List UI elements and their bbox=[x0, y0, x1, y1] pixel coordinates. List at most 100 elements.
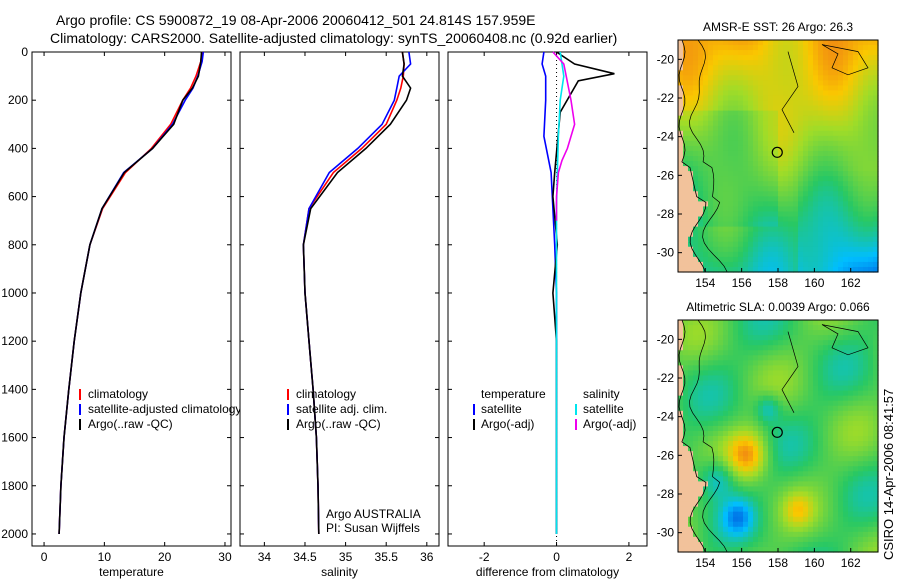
map-cell bbox=[753, 40, 759, 46]
map-cell bbox=[768, 546, 774, 553]
map-cell bbox=[743, 395, 749, 402]
map-cell bbox=[808, 360, 814, 366]
map-cell bbox=[838, 360, 844, 366]
legend-label: satellite-adjusted climatology bbox=[88, 402, 241, 416]
map-cell bbox=[713, 110, 719, 117]
map-cell bbox=[813, 166, 819, 172]
map-cell bbox=[823, 486, 829, 493]
map-cell bbox=[703, 105, 709, 112]
map-cell bbox=[858, 90, 864, 97]
map-cell bbox=[688, 206, 694, 213]
map-cell bbox=[703, 145, 709, 152]
map-cell bbox=[688, 161, 694, 167]
map-cell bbox=[828, 511, 834, 518]
map-cell bbox=[778, 400, 784, 407]
map-cell bbox=[843, 441, 849, 447]
map-cell bbox=[773, 266, 779, 273]
map-cell bbox=[718, 531, 724, 538]
map-cell bbox=[803, 221, 809, 228]
map-cell bbox=[728, 140, 734, 147]
map-cell bbox=[813, 85, 819, 92]
map-cell bbox=[733, 405, 739, 412]
map-cell bbox=[873, 436, 879, 442]
map-cell bbox=[828, 191, 834, 197]
map-cell bbox=[843, 420, 849, 427]
map-cell bbox=[748, 236, 754, 243]
map-cell bbox=[678, 156, 684, 162]
map-cell bbox=[708, 536, 714, 543]
map-cell bbox=[863, 335, 869, 341]
map-cell bbox=[753, 355, 759, 361]
map-cell bbox=[683, 201, 689, 208]
map-cell bbox=[683, 375, 689, 382]
map-cell bbox=[793, 531, 799, 538]
map-cell bbox=[748, 186, 754, 192]
map-cell bbox=[728, 221, 734, 228]
map-cell bbox=[823, 451, 829, 457]
map-cell bbox=[833, 546, 839, 553]
map-cell bbox=[818, 211, 824, 218]
map-cell bbox=[683, 115, 689, 122]
map-cell bbox=[808, 325, 814, 331]
map-cell bbox=[758, 176, 764, 182]
map-cell bbox=[748, 425, 754, 432]
map-cell bbox=[708, 226, 714, 233]
map-cell bbox=[853, 55, 859, 61]
map-cell bbox=[848, 370, 854, 377]
temperature-axes-box bbox=[31, 51, 232, 547]
map-cell bbox=[778, 65, 784, 71]
map-cell bbox=[868, 105, 874, 112]
map-cell bbox=[773, 350, 779, 356]
map-cell bbox=[818, 436, 824, 442]
map-cell bbox=[853, 75, 859, 81]
map-cell bbox=[783, 171, 789, 177]
map-cell bbox=[703, 125, 709, 132]
map-cell bbox=[848, 161, 854, 167]
map-cell bbox=[813, 181, 819, 187]
map-cell bbox=[853, 171, 859, 177]
map-cell bbox=[793, 441, 799, 447]
map-cell bbox=[778, 176, 784, 182]
map-cell bbox=[788, 456, 794, 462]
map-cell bbox=[743, 236, 749, 243]
map-cell bbox=[728, 350, 734, 356]
map-cell bbox=[778, 420, 784, 427]
map-cell bbox=[848, 45, 854, 51]
map-cell bbox=[858, 330, 864, 336]
map-cell bbox=[683, 75, 689, 81]
map-cell bbox=[858, 491, 864, 498]
map-cell bbox=[818, 140, 824, 147]
map-cell bbox=[683, 380, 689, 387]
map-cell bbox=[728, 385, 734, 392]
map-cell bbox=[843, 100, 849, 107]
map-cell bbox=[743, 65, 749, 71]
map-cell bbox=[718, 251, 724, 258]
map-cell bbox=[828, 90, 834, 97]
map-cell bbox=[778, 380, 784, 387]
map-cell bbox=[708, 256, 714, 263]
map-cell bbox=[773, 546, 779, 553]
map-cell bbox=[818, 171, 824, 177]
map-cell bbox=[853, 441, 859, 447]
map-cell bbox=[778, 80, 784, 86]
map-cell bbox=[763, 370, 769, 377]
map-cell bbox=[718, 85, 724, 92]
x-tick-label: 154 bbox=[695, 556, 715, 570]
argo-float-marker bbox=[771, 146, 783, 158]
map-cell bbox=[698, 125, 704, 132]
map-cell bbox=[838, 90, 844, 97]
map-cell bbox=[868, 246, 874, 253]
map-cell bbox=[758, 511, 764, 518]
map-cell bbox=[778, 531, 784, 538]
map-cell bbox=[868, 536, 874, 543]
map-cell bbox=[838, 476, 844, 482]
map-cell bbox=[758, 95, 764, 102]
map-cell bbox=[788, 496, 794, 503]
map-cell bbox=[808, 206, 814, 213]
map-cell bbox=[688, 385, 694, 392]
map-cell bbox=[773, 256, 779, 263]
map-cell bbox=[858, 231, 864, 238]
map-cell bbox=[853, 226, 859, 233]
map-cell bbox=[743, 181, 749, 187]
